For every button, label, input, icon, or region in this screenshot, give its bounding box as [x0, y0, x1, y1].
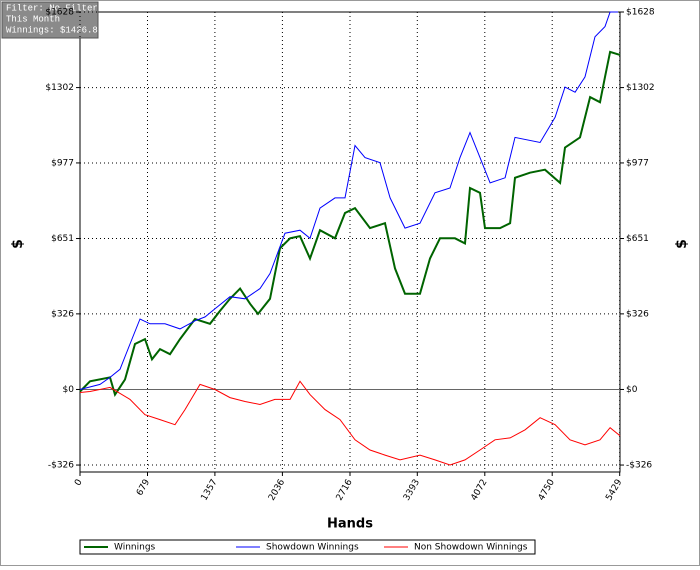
filter-box — [1, 1, 99, 39]
y2-axis-label: $ — [674, 239, 690, 249]
legend — [79, 539, 536, 555]
y-tick-label: $651 — [51, 234, 74, 244]
y-tick-label: $1628 — [45, 8, 74, 18]
y2-tick-label: $1628 — [626, 8, 655, 18]
x-tick-label: 0 — [73, 478, 85, 488]
y-axis-label: $ — [10, 239, 26, 249]
series-line — [79, 11, 618, 390]
legend-label: Non Showdown Winnings — [414, 543, 528, 553]
filter-text: Winnings: $1426.85 — [6, 25, 103, 35]
y-tick-label: $326 — [51, 309, 74, 319]
y-tick-label: $1302 — [45, 83, 74, 93]
y2-tick-label: $1302 — [626, 83, 655, 93]
y2-tick-label: $0 — [626, 385, 638, 395]
y-tick-label: $977 — [51, 158, 74, 168]
series-line — [79, 50, 621, 397]
plot-area — [79, 11, 621, 473]
x-axis-label: Hands — [327, 517, 373, 532]
y2-tick-label: $977 — [626, 158, 649, 168]
filter-text: Filter: No Filter — [6, 3, 98, 13]
series-line — [79, 380, 621, 466]
y-tick-label: -$326 — [48, 461, 74, 471]
filter-text: This Month — [6, 14, 60, 24]
y2-tick-label: -$326 — [626, 461, 652, 471]
y2-tick-label: $651 — [626, 234, 649, 244]
legend-label: Showdown Winnings — [266, 543, 359, 553]
legend-label: Winnings — [114, 543, 156, 553]
y-tick-label: $0 — [63, 385, 75, 395]
y2-tick-label: $326 — [626, 309, 649, 319]
